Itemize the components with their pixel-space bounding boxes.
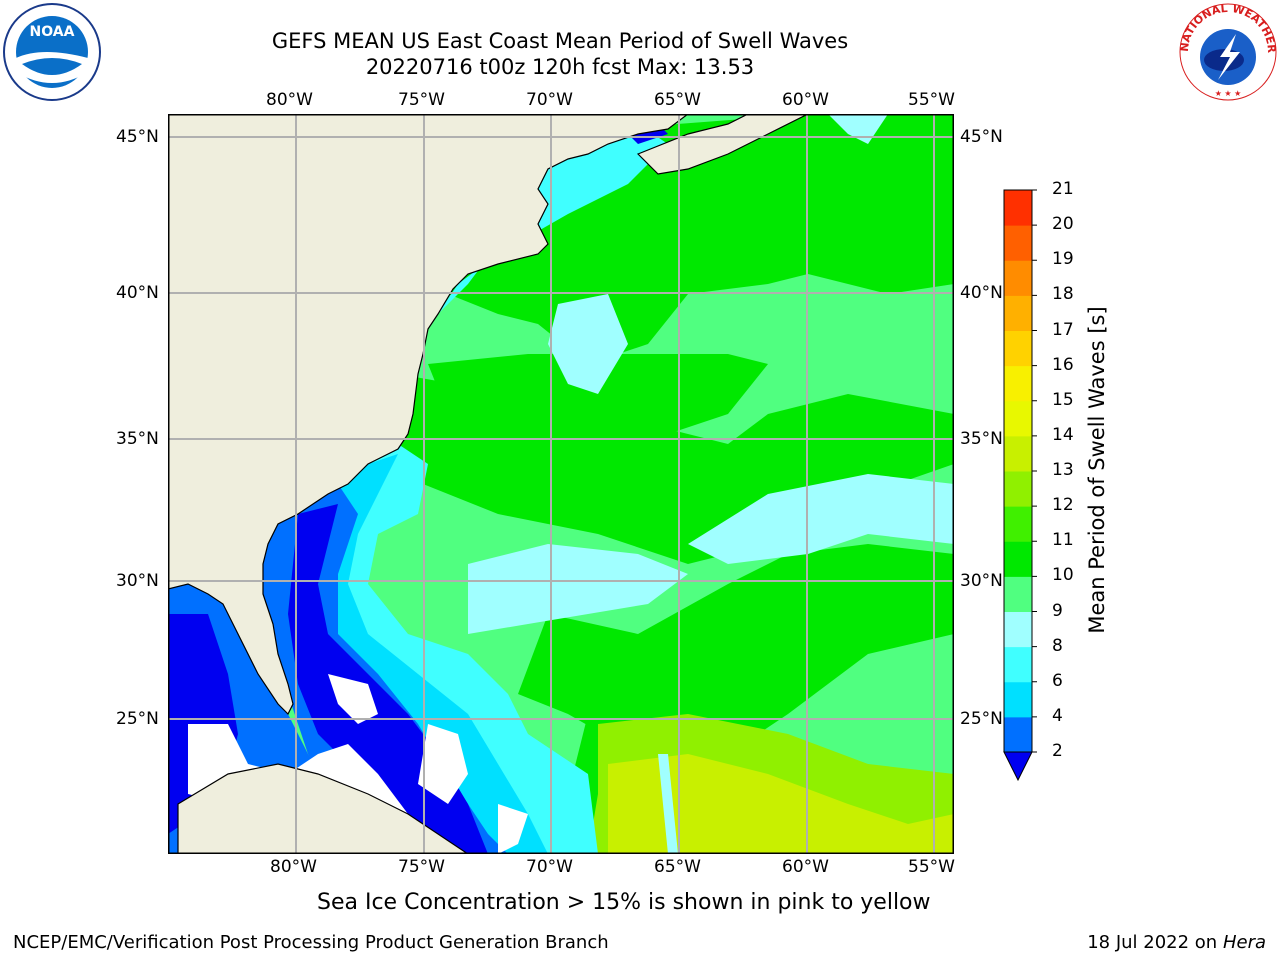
colorbar-tick-label: 8 [1052,635,1063,656]
chart-title: GEFS MEAN US East Coast Mean Period of S… [271,29,849,53]
colorbar-segment [1004,260,1032,296]
lat-label-left: 45°N [116,127,159,147]
colorbar-tick-label: 16 [1052,354,1074,375]
colorbar-tick-label: 11 [1052,530,1074,551]
colorbar-tick-label: 19 [1052,249,1074,270]
colorbar-segment [1004,435,1032,472]
colorbar-tick-label: 12 [1052,495,1074,516]
colorbar-segment [1004,225,1032,261]
colorbar-segment [1004,330,1032,367]
colorbar-segment [1004,541,1032,577]
lat-label-left: 40°N [116,283,159,303]
lon-label-top: 55°W [908,90,955,110]
noaa-logo-text: NOAA [30,24,75,40]
footer-date: 18 Jul 2022 on [1087,932,1223,953]
colorbar-segment [1004,611,1032,648]
lon-label-top: 70°W [526,90,573,110]
colorbar-tick-label: 14 [1052,424,1074,445]
lon-label-bottom: 60°W [782,857,829,877]
colorbar-under-arrow [1003,751,1033,782]
lon-label-bottom: 70°W [526,857,573,877]
chart-subtitle: 20220716 t00z 120h fcst Max: 13.53 [365,55,755,79]
lon-label-bottom: 80°W [270,857,317,877]
colorbar-tick-label: 10 [1052,565,1074,586]
colorbar-tick-label: 6 [1052,670,1063,691]
map-frame [168,114,954,854]
lat-label-left: 35°N [116,429,159,449]
lon-label-bottom: 55°W [908,857,955,877]
colorbar-tick-label: 17 [1052,319,1074,340]
lat-label-right: 30°N [960,571,1003,591]
colorbar-tick-label: 20 [1052,214,1074,235]
noaa-logo-icon: NOAA [3,3,101,101]
colorbar-segment [1004,681,1032,718]
colorbar-tick-label: 15 [1052,389,1074,410]
lon-label-top: 60°W [782,90,829,110]
colorbar-segment [1004,506,1032,542]
colorbar-tick-label: 2 [1052,741,1063,761]
colorbar-tick-label: 9 [1052,600,1063,621]
colorbar-tick-label: 13 [1052,460,1074,480]
colorbar [1003,189,1037,782]
lat-label-right: 25°N [960,709,1003,729]
colorbar-segment [1004,716,1032,753]
svg-text:★ ★ ★: ★ ★ ★ [1215,89,1242,98]
colorbar-tick-label: 18 [1052,284,1074,305]
lat-label-right: 35°N [960,429,1003,449]
lat-label-right: 45°N [960,127,1003,147]
lat-label-right: 40°N [960,283,1003,303]
colorbar-tick-label: 4 [1052,705,1063,726]
lon-label-top: 65°W [654,90,701,110]
lat-label-left: 30°N [116,571,159,591]
footer-right: 18 Jul 2022 on Hera [1087,932,1266,953]
swell-period-map [168,114,954,854]
nws-logo-icon: NATIONAL WEATHER SERVICE ★ ★ ★ [1178,2,1278,101]
colorbar-segment [1004,646,1032,683]
footer-host: Hera [1222,932,1266,953]
colorbar-segment [1004,471,1032,507]
lon-label-top: 75°W [398,90,445,110]
colorbar-tick-label: 21 [1052,179,1074,199]
colorbar-segment [1004,400,1032,437]
colorbar-segment [1004,576,1032,612]
footer-left: NCEP/EMC/Verification Post Processing Pr… [13,932,609,953]
lon-label-bottom: 65°W [654,857,701,877]
land-cuba [177,763,470,854]
lon-label-bottom: 75°W [398,857,445,877]
land-north-america [168,114,689,716]
land-nova-scotia [636,114,809,175]
colorbar-segment [1004,365,1032,402]
sea-ice-caption: Sea Ice Concentration > 15% is shown in … [317,890,931,915]
colorbar-label: Mean Period of Swell Waves [s] [1085,306,1109,634]
lat-label-left: 25°N [116,709,159,729]
colorbar-segment [1004,295,1032,331]
colorbar-segment [1004,190,1032,226]
lon-label-top: 80°W [266,90,313,110]
map-gridlines [168,114,954,854]
